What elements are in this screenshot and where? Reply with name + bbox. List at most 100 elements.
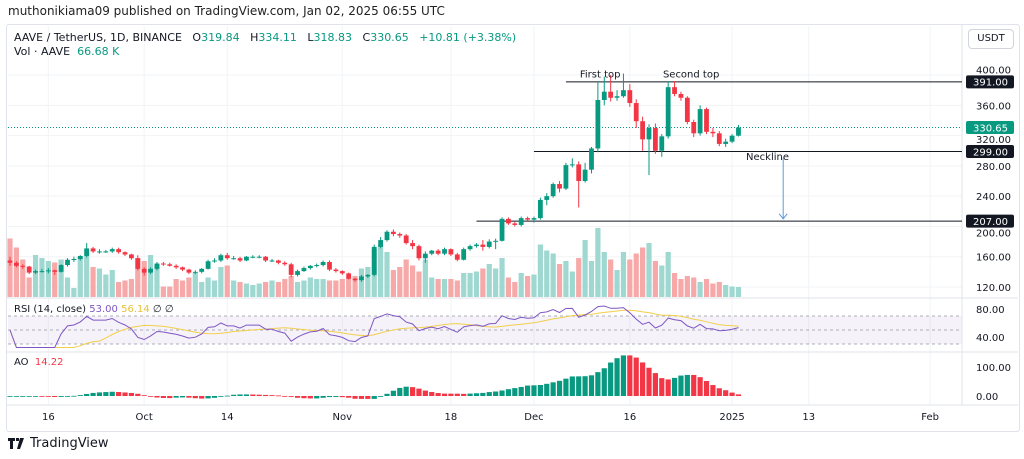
tradingview-logo-icon	[8, 438, 24, 449]
volume-bar	[116, 282, 122, 297]
ao-bar	[435, 393, 441, 396]
ao-bar	[224, 395, 230, 397]
ao-bar	[199, 396, 205, 399]
ao-bar	[116, 392, 122, 396]
candle-body	[569, 164, 575, 166]
level-price-tag	[966, 214, 1014, 228]
candle-body	[550, 184, 556, 197]
candle-body	[65, 259, 70, 266]
ao-bar	[84, 393, 90, 396]
candle-body	[250, 256, 256, 258]
volume-bar	[397, 267, 403, 297]
chart-frame	[6, 24, 1020, 432]
ao-bar	[409, 387, 416, 396]
ao-bar	[646, 367, 652, 396]
volume-bar	[58, 259, 64, 297]
candle-body	[224, 255, 230, 259]
ao-tick-label: 100.00	[976, 363, 1011, 374]
ao-bar	[122, 392, 128, 396]
time-tick-label: 16	[42, 412, 55, 423]
rsi-ma-line	[9, 309, 739, 348]
ao-bar	[422, 390, 428, 396]
candle-body	[652, 128, 658, 151]
candle-body	[58, 265, 64, 272]
ao-bar	[378, 396, 384, 397]
ao-bar	[556, 380, 563, 396]
rsi-value: 53.00	[89, 304, 118, 315]
candle-body	[493, 240, 499, 242]
candle-body	[263, 256, 268, 261]
candle-body	[90, 248, 96, 252]
ao-bar	[524, 385, 531, 396]
volume-bar	[231, 280, 237, 297]
ao-bar	[735, 394, 742, 396]
ao-bar	[633, 357, 639, 396]
volume-bar	[52, 262, 58, 297]
candle-body	[684, 97, 690, 122]
volume-bar	[103, 274, 109, 297]
rsi-tick-label: 80.00	[976, 305, 1005, 316]
ao-bar	[20, 396, 26, 397]
ao-bar	[333, 396, 339, 397]
volume-bar	[524, 276, 531, 297]
neckline-arrow-head	[778, 213, 788, 220]
volume-bar	[473, 271, 480, 297]
close-label: C	[362, 31, 371, 44]
ao-bar	[627, 355, 633, 396]
currency-button[interactable]: USDT	[968, 29, 1014, 49]
candle-body	[199, 268, 205, 272]
volume-bar	[205, 277, 211, 297]
ao-bar	[473, 393, 480, 396]
volume-bar	[716, 282, 722, 297]
ao-bar	[269, 395, 275, 396]
ao-bar	[358, 396, 365, 399]
candle-body	[160, 263, 166, 265]
ao-bar	[595, 372, 601, 396]
volume-bar	[608, 259, 614, 297]
volume-bar	[154, 264, 160, 297]
volume-bar	[179, 280, 186, 297]
volume-bar	[84, 250, 90, 297]
volume-bar	[71, 288, 77, 297]
candle-body	[614, 96, 620, 98]
ao-legend: AO 14.22	[14, 357, 64, 368]
publisher-line: muthonikiama09 published on TradingView.…	[8, 4, 445, 18]
ao-bar	[403, 386, 409, 396]
volume-bar	[256, 283, 262, 297]
tradingview-logo[interactable]: TradingView	[8, 436, 109, 451]
ao-bar	[429, 391, 435, 396]
ao-bar	[416, 388, 422, 396]
volume-bar	[518, 273, 524, 297]
ao-bar	[326, 396, 333, 398]
candle-body	[7, 260, 13, 263]
last-price-tag	[966, 121, 1014, 135]
candle-body	[704, 109, 709, 132]
candle-body	[154, 263, 160, 269]
volume-bar	[275, 282, 281, 297]
candle-body	[167, 264, 173, 266]
ao-bar	[147, 396, 154, 397]
volume-bar	[39, 258, 45, 297]
candle-body	[231, 258, 237, 260]
ao-bar	[39, 396, 45, 397]
volume-bar	[582, 240, 588, 297]
candle-body	[467, 246, 473, 250]
candle-body	[659, 136, 665, 151]
volume-bar	[665, 252, 671, 297]
candle-body	[365, 274, 371, 277]
volume-bar	[90, 267, 96, 297]
ao-bar	[652, 373, 658, 396]
low-value: 318.83	[313, 31, 353, 44]
candle-body	[378, 240, 384, 247]
candle-body	[422, 253, 428, 259]
ao-bar	[13, 396, 19, 397]
volume-bar	[160, 286, 166, 297]
candle-body	[269, 260, 275, 262]
candle-body	[352, 278, 358, 281]
ao-pane	[7, 355, 742, 399]
time-tick-label: 18	[445, 412, 458, 423]
candle-body	[640, 121, 646, 140]
ao-bar	[582, 376, 588, 396]
ao-bar	[7, 396, 13, 397]
